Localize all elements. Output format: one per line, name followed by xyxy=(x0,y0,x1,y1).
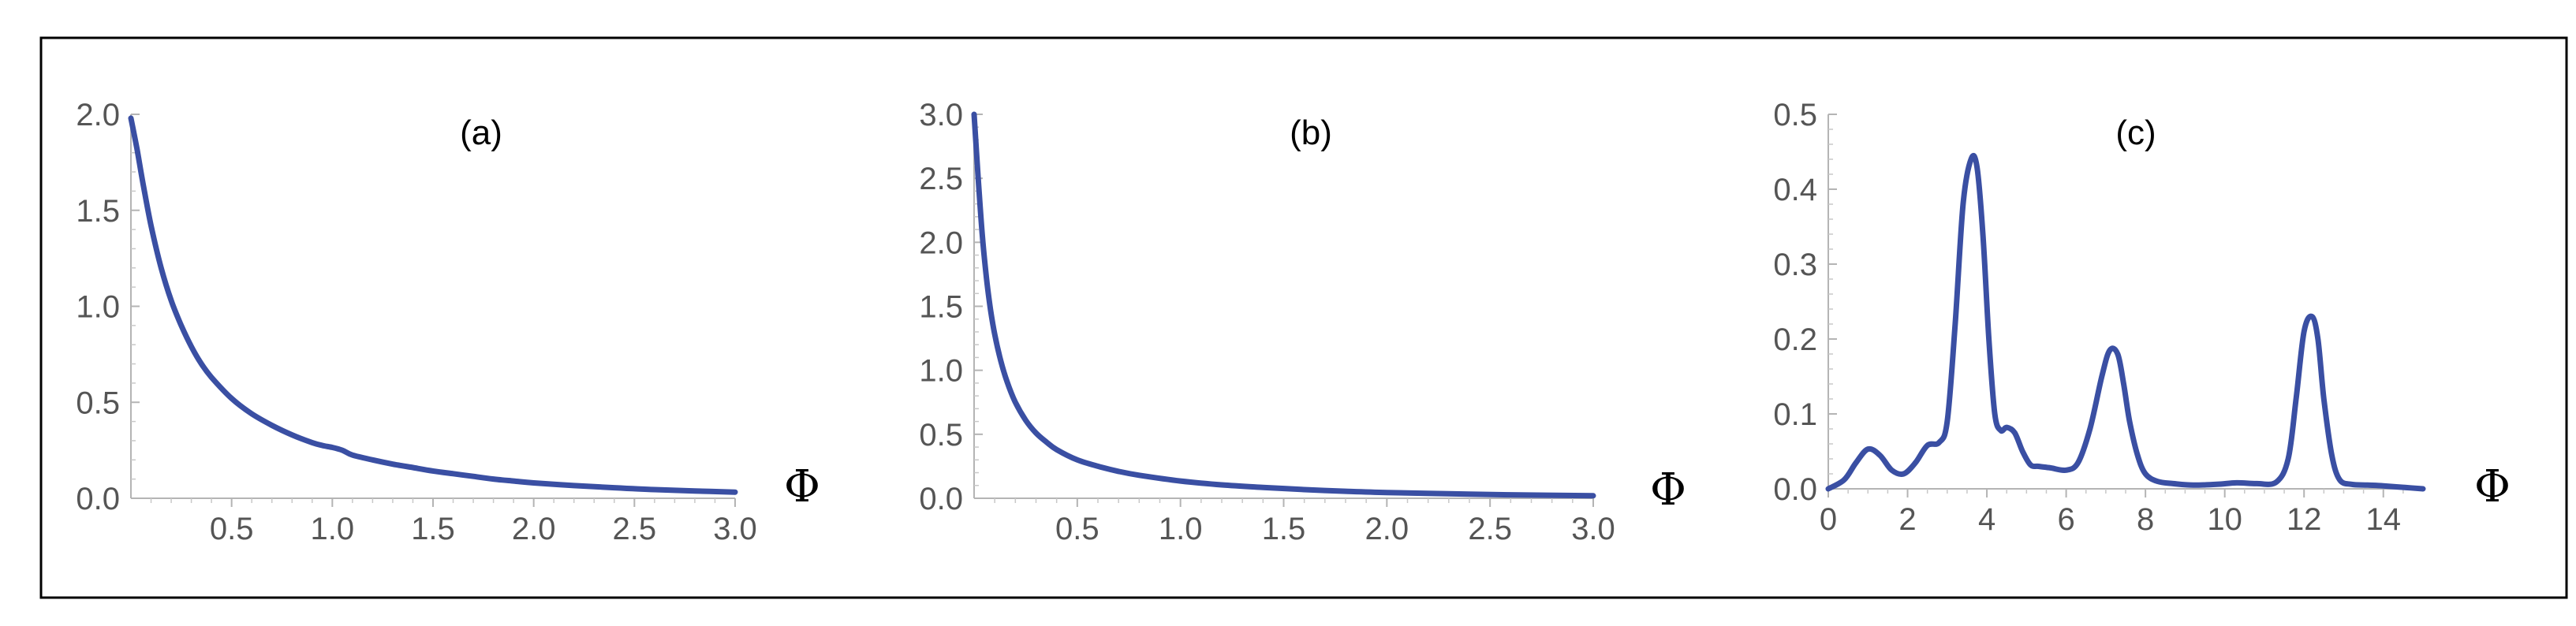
panel-c-y-tick-label: 0.0 xyxy=(1773,472,1817,507)
panel-c-y-tick-label: 0.4 xyxy=(1773,173,1817,207)
panel-b-x-tick-label: 2.0 xyxy=(1365,512,1409,546)
panel-a-x-axis-title: Φ xyxy=(784,461,820,512)
figure-frame xyxy=(39,36,2568,599)
panel-b-y-tick-label: 0.5 xyxy=(919,418,963,453)
panel-a-x-tick-label: 1.5 xyxy=(411,512,455,546)
panel-a-y-tick-label: 2.0 xyxy=(76,98,120,132)
panel-b-x-tick-label: 0.5 xyxy=(1055,512,1099,546)
panel-c-label: (c) xyxy=(2115,114,2156,152)
panel-a-x-tick-label: 2.0 xyxy=(512,512,556,546)
panel-a: (a) Φ 0.5 1.0 1.5 2.0 2.5 3.0 0.0 0.5 1.0 1.5 2.0 xyxy=(76,98,820,546)
panel-c-x-tick-label: 12 xyxy=(2287,502,2322,537)
panel-b-y-tick-label: 1.0 xyxy=(919,354,963,389)
panel-b-y-tick-label: 2.5 xyxy=(919,162,963,196)
panel-a-y-tick-label: 0.0 xyxy=(76,482,120,516)
panel-c-y-tick-label: 0.3 xyxy=(1773,248,1817,282)
panel-a-x-tick-label: 1.0 xyxy=(311,512,355,546)
panel-b-y-tick-label: 1.5 xyxy=(919,290,963,325)
panel-a-y-tick-label: 0.5 xyxy=(76,386,120,420)
panel-c-y-tick-label: 0.2 xyxy=(1773,322,1817,357)
panel-c-y-tick-label: 0.5 xyxy=(1773,98,1817,132)
panel-c-x-tick-label: 14 xyxy=(2365,502,2401,537)
panel-c-x-tick-label: 2 xyxy=(1898,502,1916,537)
panel-a-x-tick-label: 2.5 xyxy=(613,512,657,546)
panel-b-x-tick-label: 1.5 xyxy=(1262,512,1306,546)
panel-a-x-tick-label: 3.0 xyxy=(713,512,757,546)
panel-c-y-tick-label: 0.1 xyxy=(1773,397,1817,432)
panel-b-x-tick-label: 2.5 xyxy=(1468,512,1512,546)
panel-a-series-line xyxy=(128,115,738,495)
panel-b: (b) Φ 0.5 1.0 1.5 2.0 2.5 3.0 0.0 0.5 1.0 1.5 2.0 2… xyxy=(919,98,1686,546)
panel-a-x-tick-label: 0.5 xyxy=(210,512,254,546)
panel-c-x-tick-label: 8 xyxy=(2137,502,2154,537)
panel-a-label: (a) xyxy=(460,114,502,152)
panel-b-x-tick-label: 1.0 xyxy=(1159,512,1203,546)
panel-c-x-tick-label: 10 xyxy=(2207,502,2242,537)
panel-b-x-axis-title: Φ xyxy=(1650,464,1686,516)
panel-c-x-tick-label: 6 xyxy=(2057,502,2074,537)
panel-a-y-tick-label: 1.0 xyxy=(76,290,120,325)
panel-c: (c) Φ 0 2 4 6 8 10 12 14 0.0 0.1 0.2 0.3 0.4 0.5 xyxy=(1773,98,2511,537)
panel-b-y-tick-label: 2.0 xyxy=(919,225,963,260)
panel-b-x-tick-label: 3.0 xyxy=(1571,512,1615,546)
panel-c-series-line xyxy=(1825,152,2426,492)
panel-b-y-tick-label: 3.0 xyxy=(919,98,963,132)
panel-c-x-tick-label: 0 xyxy=(1820,502,1837,537)
panel-b-y-tick-label: 0.0 xyxy=(919,482,963,516)
panel-c-x-axis-title: Φ xyxy=(2474,461,2511,512)
panel-c-x-tick-label: 4 xyxy=(1978,502,1995,537)
panel-b-label: (b) xyxy=(1290,114,1332,152)
panel-b-series-line xyxy=(971,111,1596,499)
panel-a-y-tick-label: 1.5 xyxy=(76,194,120,229)
